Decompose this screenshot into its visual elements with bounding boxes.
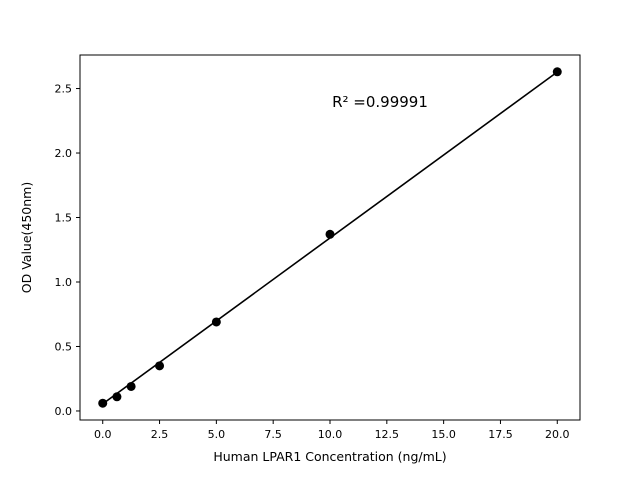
x-tick-label: 17.5 <box>488 428 513 441</box>
data-point-marker <box>155 361 165 371</box>
x-tick-label: 20.0 <box>545 428 570 441</box>
data-point-marker <box>552 67 562 77</box>
plot-layer: 0.0 2.5 5.0 7.5 10.0 12.5 15.0 17.5 20.0 0.0 0.5 1.… <box>55 67 570 441</box>
y-tick-label: 2.0 <box>55 147 73 160</box>
data-point-marker <box>126 381 136 391</box>
data-point-marker <box>211 317 221 327</box>
y-tick-label: 1.5 <box>55 211 73 224</box>
x-tick-label: 10.0 <box>318 428 343 441</box>
x-tick-label: 2.5 <box>151 428 169 441</box>
x-tick-label: 7.5 <box>264 428 282 441</box>
y-tick-label: 0.5 <box>55 340 73 353</box>
x-tick-label: 5.0 <box>208 428 226 441</box>
data-point-marker <box>112 392 122 402</box>
data-point-marker <box>325 229 335 239</box>
x-tick-label: 0.0 <box>94 428 112 441</box>
x-tick-label: 15.0 <box>431 428 456 441</box>
r-squared-annotation: R² =0.99991 <box>332 93 428 111</box>
data-point-marker <box>98 398 108 408</box>
x-axis-title: Human LPAR1 Concentration (ng/mL) <box>213 449 446 464</box>
y-axis-title: OD Value(450nm) <box>19 182 34 293</box>
y-tick-label: 0.0 <box>55 405 73 418</box>
y-tick-label: 2.5 <box>55 82 73 95</box>
x-tick-label: 12.5 <box>375 428 400 441</box>
y-tick-label: 1.0 <box>55 276 73 289</box>
